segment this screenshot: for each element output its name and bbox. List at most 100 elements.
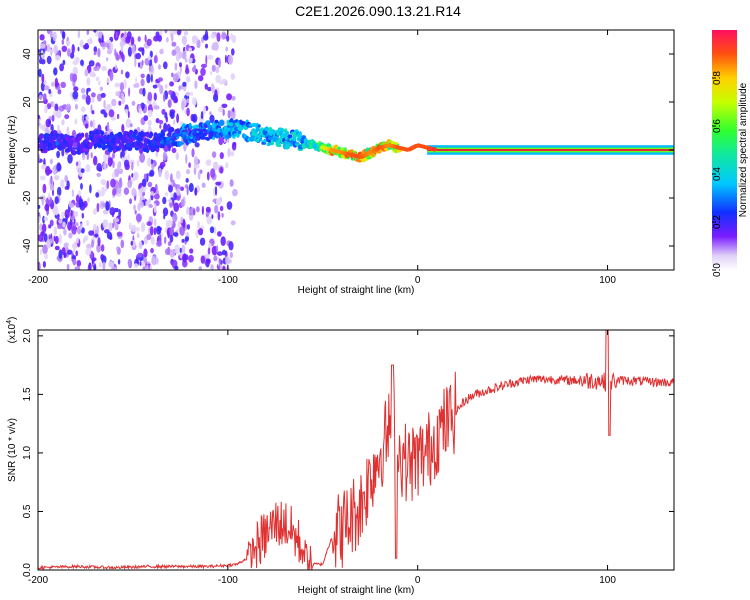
spectrogram-noise-cell bbox=[158, 64, 161, 70]
spectrogram-noise-cell bbox=[217, 251, 223, 256]
spectrogram-noise-cell bbox=[230, 32, 234, 41]
spectrogram-noise-cell bbox=[229, 251, 233, 259]
spectrogram-noise-cell bbox=[42, 183, 47, 194]
spectrogram-noise-cell bbox=[106, 180, 110, 190]
snr-scale-close: ) bbox=[7, 317, 18, 320]
spectrogram-noise-cell bbox=[191, 148, 195, 158]
spectrogram-noise-cell bbox=[78, 198, 84, 209]
spectrogram-noise-cell bbox=[153, 218, 157, 227]
spectrogram-noise-cell bbox=[108, 109, 115, 118]
spectrogram-noise-cell bbox=[87, 197, 90, 203]
spectrogram-noise-cell bbox=[139, 107, 143, 115]
spectrogram-noise-cell bbox=[186, 206, 190, 215]
spectrogram-noise-cell bbox=[172, 232, 179, 237]
spectrogram-noise-cell bbox=[172, 213, 178, 223]
spectrogram-noise-cell bbox=[176, 113, 180, 124]
spectrogram-noise-cell bbox=[72, 90, 79, 100]
spectrogram-noise-cell bbox=[39, 223, 43, 232]
spectrogram-noise-cell bbox=[171, 41, 177, 47]
spectrogram-noise-cell bbox=[171, 30, 178, 35]
spectrogram-noise-cell bbox=[118, 100, 122, 106]
spectrogram-noise-cell bbox=[205, 159, 212, 167]
spectrogram-noise-cell bbox=[66, 263, 70, 270]
spectrogram-noise-cell bbox=[43, 93, 47, 102]
spectrogram-ridge-cell bbox=[287, 134, 293, 139]
spectrogram-noise-cell bbox=[93, 51, 97, 56]
spectrogram-noise-cell bbox=[39, 248, 43, 256]
spectrogram-noise-cell bbox=[164, 84, 168, 89]
spectrogram-noise-cell bbox=[158, 119, 164, 125]
spectrogram-noise-cell bbox=[178, 85, 181, 91]
spectrogram-noise-cell bbox=[137, 36, 141, 42]
spectrogram-noise-cell bbox=[93, 208, 97, 216]
spectrogram-noise-cell bbox=[108, 222, 113, 232]
spectrogram-noise-cell bbox=[40, 231, 45, 236]
spectrogram-noise-cell bbox=[62, 221, 66, 228]
y-tick-label: 40 bbox=[22, 48, 33, 60]
spectrogram-noise-cell bbox=[100, 244, 105, 252]
spectrogram-noise-cell bbox=[175, 152, 180, 161]
spectrogram-noise-cell bbox=[162, 151, 167, 161]
spectrogram-x-label: Height of straight line (km) bbox=[298, 285, 415, 296]
spectrogram-ridge-cell bbox=[74, 141, 78, 147]
spectrogram-noise-cell bbox=[176, 30, 182, 36]
spectrogram-noise-cell bbox=[181, 100, 185, 111]
spectrogram-noise-cell bbox=[156, 225, 162, 235]
spectrogram-noise-cell bbox=[96, 163, 102, 172]
spectrogram-noise-cell bbox=[173, 119, 176, 126]
spectrogram-noise-cell bbox=[209, 111, 212, 116]
spectrogram-noise-cell bbox=[177, 172, 181, 179]
spectrogram-noise-cell bbox=[131, 100, 136, 106]
spectrogram-noise-cell bbox=[45, 44, 51, 52]
spectrogram-noise-cell bbox=[53, 67, 58, 76]
spectrogram-noise-cell bbox=[183, 31, 189, 36]
spectrogram-noise-cell bbox=[57, 124, 60, 133]
spectrogram-noise-cell bbox=[48, 119, 51, 125]
spectrogram-noise-cell bbox=[42, 244, 48, 255]
spectrogram-noise-cell bbox=[218, 136, 224, 146]
spectrogram-ridge-cell bbox=[257, 124, 261, 128]
spectrogram-noise-cell bbox=[76, 237, 79, 244]
spectrogram-noise-cell bbox=[109, 207, 116, 216]
spectrogram-noise-cell bbox=[71, 243, 75, 249]
x-tick-label: 100 bbox=[599, 275, 616, 286]
spectrogram-noise-cell bbox=[116, 231, 123, 237]
spectrogram-noise-cell bbox=[53, 44, 58, 55]
spectrogram-noise-cell bbox=[214, 89, 218, 98]
spectrogram-noise-cell bbox=[88, 60, 95, 67]
spectrogram-noise-cell bbox=[80, 87, 86, 94]
spectrogram-noise-cell bbox=[72, 66, 79, 77]
y-tick-label: 20 bbox=[22, 96, 33, 108]
spectrogram-noise-cell bbox=[176, 184, 181, 190]
spectrogram-noise-cell bbox=[80, 106, 86, 113]
spectrogram-noise-cell bbox=[153, 202, 157, 213]
spectrogram-noise-cell bbox=[155, 118, 160, 124]
spectrogram-noise-cell bbox=[198, 266, 203, 270]
spectrogram-noise-cell bbox=[127, 110, 130, 119]
spectrogram-noise-cell bbox=[153, 55, 158, 64]
spectrogram-noise-cell bbox=[106, 103, 112, 111]
spectrogram-ridge-cell bbox=[55, 134, 59, 139]
spectrogram-noise-cell bbox=[198, 75, 204, 82]
spectrogram-noise-cell bbox=[64, 175, 68, 183]
spectrogram-noise-cell bbox=[72, 73, 78, 83]
spectrogram-noise-cell bbox=[141, 105, 144, 111]
spectrogram-noise-cell bbox=[147, 91, 153, 102]
spectrogram-noise-cell bbox=[197, 171, 201, 180]
spectrogram-noise-cell bbox=[38, 216, 41, 224]
spectrogram-noise-cell bbox=[39, 175, 46, 181]
spectrogram-noise-cell bbox=[50, 176, 53, 186]
spectrogram-noise-cell bbox=[226, 35, 230, 42]
snr-panel: -200 -100 0 100 0.0 0.5 1.0 1.5 2.0 Height of s… bbox=[6, 317, 675, 596]
spectrogram-noise-cell bbox=[75, 222, 79, 227]
spectrogram-ridge-cell bbox=[160, 131, 166, 138]
spectrogram-noise-cell bbox=[228, 241, 234, 251]
spectrogram-noise-cell bbox=[209, 226, 215, 234]
spectrogram-noise-cell bbox=[157, 77, 164, 82]
spectrogram-noise-cell bbox=[112, 188, 116, 196]
spectrogram-noise-cell bbox=[146, 73, 151, 84]
spectrogram-noise-cell bbox=[174, 244, 181, 255]
spectrogram-noise-cell bbox=[65, 103, 72, 112]
spectrogram-noise-cell bbox=[147, 55, 151, 61]
